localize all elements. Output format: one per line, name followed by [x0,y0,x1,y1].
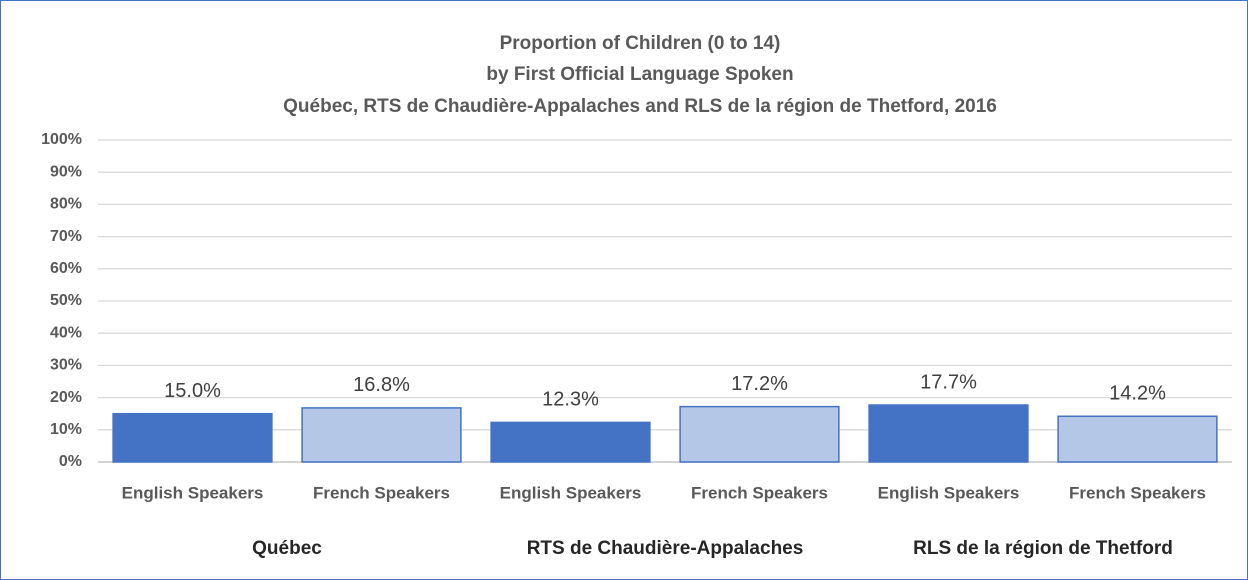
x-tick-label: French Speakers [691,483,828,502]
chart-title: by First Official Language Spoken [486,64,793,85]
y-tick-label: 40% [50,324,82,341]
bar [679,405,840,463]
bar [301,407,462,463]
y-tick-label: 90% [50,163,82,180]
y-tick-label: 80% [50,196,82,213]
value-label: 15.0% [164,380,221,402]
x-tick-label: English Speakers [122,483,264,502]
value-label: 17.2% [731,373,788,395]
bar [112,412,273,463]
y-tick-label: 30% [50,357,82,374]
y-tick-label: 100% [41,131,82,148]
value-label: 14.2% [1109,383,1166,405]
bar [490,421,651,463]
x-tick-label: French Speakers [313,483,450,502]
group-label: Québec [252,538,322,559]
bar [1057,415,1218,463]
x-tick-label: French Speakers [1069,483,1206,502]
y-tick-label: 60% [50,260,82,277]
value-label: 12.3% [542,389,599,411]
y-tick-label: 20% [50,389,82,406]
y-tick-label: 0% [59,453,82,470]
y-tick-label: 70% [50,228,82,245]
chart-title: Proportion of Children (0 to 14) [500,33,781,54]
y-tick-label: 10% [50,421,82,438]
value-label: 16.8% [353,374,410,396]
x-tick-label: English Speakers [500,483,642,502]
bar [868,404,1029,463]
chart-title: Québec, RTS de Chaudière-Appalaches and … [283,96,997,117]
y-tick-label: 50% [50,292,82,309]
x-tick-label: English Speakers [878,483,1020,502]
value-label: 17.7% [920,371,977,393]
group-label: RLS de la région de Thetford [913,538,1173,559]
group-label: RTS de Chaudière-Appalaches [527,538,804,559]
